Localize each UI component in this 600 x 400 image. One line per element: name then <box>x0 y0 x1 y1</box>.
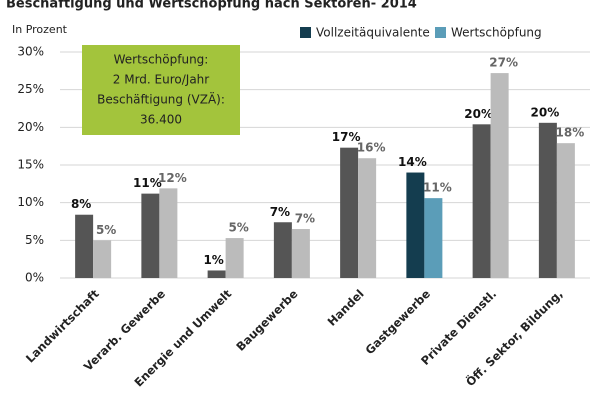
y-tick-label: 30% <box>17 45 44 59</box>
legend-swatch <box>300 27 311 38</box>
bar <box>472 124 491 278</box>
x-tick-label: Gastgewerbe <box>362 287 433 358</box>
y-axis-label: In Prozent <box>12 23 68 36</box>
data-label: 7% <box>270 205 290 219</box>
bar <box>93 240 112 278</box>
y-tick-label: 25% <box>17 82 44 96</box>
bar <box>424 198 443 278</box>
bar <box>340 147 359 278</box>
data-label: 20% <box>464 107 493 121</box>
data-label: 17% <box>332 130 361 144</box>
annotation-text: 2 Mrd. Euro/Jahr <box>113 73 210 87</box>
bar <box>358 158 377 278</box>
bar <box>291 229 310 278</box>
data-label: 20% <box>531 105 560 119</box>
data-label: 14% <box>398 155 427 169</box>
data-label: 12% <box>158 171 187 185</box>
y-tick-label: 5% <box>25 233 44 247</box>
bar <box>538 122 557 279</box>
bar <box>490 73 509 279</box>
data-label: 27% <box>489 56 518 70</box>
bar <box>556 143 575 278</box>
legend-swatch <box>435 27 446 38</box>
y-tick-label: 10% <box>17 195 44 209</box>
annotation-box <box>82 45 240 135</box>
bar <box>75 214 94 278</box>
x-tick-label: Baugewerbe <box>233 287 300 354</box>
bar <box>406 172 425 278</box>
data-label: 8% <box>71 197 91 211</box>
data-label: 5% <box>96 223 116 237</box>
x-tick-label: Handel <box>325 287 367 329</box>
bar <box>207 270 226 278</box>
y-tick-label: 15% <box>17 158 44 172</box>
bar <box>141 193 160 278</box>
y-tick-label: 20% <box>17 120 44 134</box>
annotation-text: Beschäftigung (VZÄ): <box>97 92 225 107</box>
data-label: 18% <box>556 126 585 140</box>
data-label: 11% <box>423 181 452 195</box>
data-label: 7% <box>295 212 315 226</box>
data-label: 11% <box>133 176 162 190</box>
annotation-text: Wertschöpfung: <box>114 53 209 67</box>
chart-title: Beschäftigung und Wertschöpfung nach Sek… <box>6 0 417 12</box>
data-label: 1% <box>203 253 223 267</box>
legend-label: Wertschöpfung <box>451 26 542 40</box>
legend-label: Vollzeitäquivalente <box>316 26 430 40</box>
data-label: 16% <box>357 141 386 155</box>
data-label: 5% <box>228 221 248 235</box>
y-tick-label: 0% <box>25 271 44 285</box>
annotation-text: 36.400 <box>140 113 182 127</box>
bar <box>273 222 292 278</box>
bar <box>225 238 244 278</box>
bar <box>159 188 178 278</box>
